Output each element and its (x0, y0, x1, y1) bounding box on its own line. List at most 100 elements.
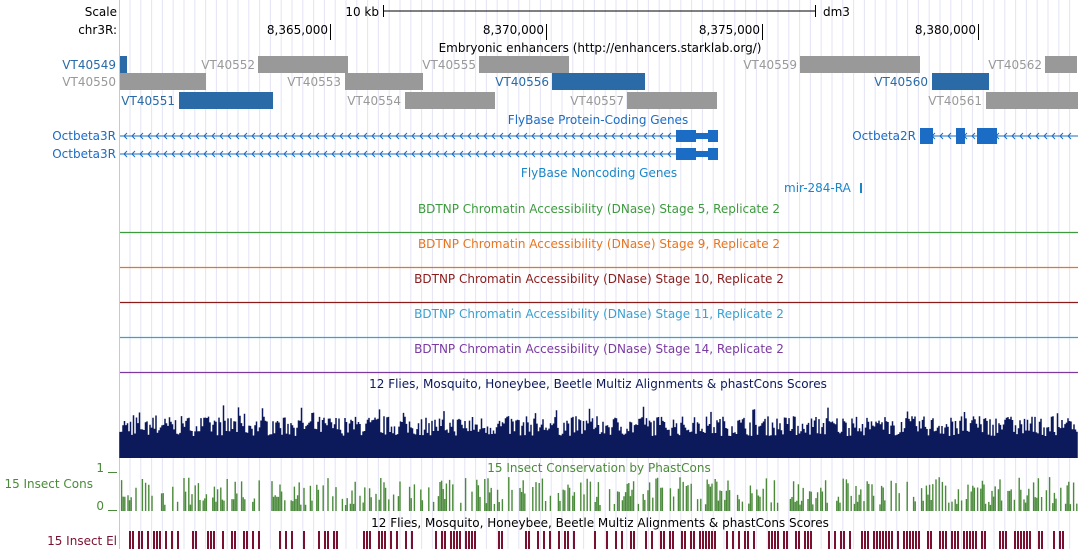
gene-exon (977, 128, 993, 144)
gene-strand-arrow (211, 132, 216, 140)
gene-strand-arrow (435, 150, 440, 158)
gene-strand-arrow (587, 150, 592, 158)
dnase-track-title[interactable]: BDTNP Chromatin Accessibility (DNase) St… (414, 272, 784, 286)
gene-strand-arrow (491, 150, 496, 158)
enhancer-feature[interactable] (258, 56, 348, 73)
gene-strand-arrow (627, 132, 632, 140)
enhancer-label[interactable]: VT40555 (422, 58, 476, 72)
enhancer-label[interactable]: VT40551 (121, 94, 175, 108)
enhancer-feature[interactable] (986, 92, 1078, 109)
gene-utr (696, 133, 708, 139)
gene-strand-arrow (579, 132, 584, 140)
gene-strand-arrow (1067, 132, 1072, 140)
enhancer-features[interactable]: VT40549 VT40550 VT40551 VT40552 VT40553 VT405… (62, 56, 1078, 109)
flybase-noncoding-title[interactable]: FlyBase Noncoding Genes (521, 166, 677, 180)
phastcons-side-label[interactable]: 15 Insect Cons (4, 477, 93, 491)
dnase-track-title[interactable]: BDTNP Chromatin Accessibility (DNase) St… (414, 307, 784, 321)
gene-strand-arrow (171, 132, 176, 140)
enhancer-label[interactable]: VT40552 (201, 58, 255, 72)
gene-strand-arrow (275, 150, 280, 158)
enhancer-label[interactable]: VT40560 (874, 75, 928, 89)
enhancer-label[interactable]: VT40559 (743, 58, 797, 72)
gene-label[interactable]: Octbeta3R (52, 129, 116, 143)
enhancer-label[interactable]: VT40556 (495, 75, 549, 89)
flybase-coding-genes[interactable]: Octbeta3R Octbeta3R Octbeta2R (52, 128, 1078, 161)
enhancer-label[interactable]: VT40553 (287, 75, 341, 89)
gene-strand-arrow (451, 150, 456, 158)
gene-strand-arrow (363, 132, 368, 140)
enhancer-feature[interactable] (800, 56, 920, 73)
elements-side-label[interactable]: 15 Insect El (47, 534, 117, 548)
enhancer-feature[interactable] (120, 56, 127, 73)
enhancer-label[interactable]: VT40554 (347, 94, 401, 108)
elements-track-title[interactable]: 12 Flies, Mosquito, Honeybee, Beetle Mul… (371, 516, 829, 530)
multiz-wiggle[interactable] (119, 405, 1078, 458)
dnase-track-title[interactable]: BDTNP Chromatin Accessibility (DNase) St… (414, 342, 784, 356)
gene-strand-arrow (547, 150, 552, 158)
gene-strand-arrow (179, 150, 184, 158)
gene-strand-arrow (187, 132, 192, 140)
enhancer-feature[interactable] (405, 92, 495, 109)
enhancer-feature[interactable] (627, 92, 717, 109)
gene-strand-arrow (259, 150, 264, 158)
enhancer-feature[interactable] (932, 73, 989, 90)
phastcons-signal[interactable] (120, 477, 1078, 511)
noncoding-gene-label[interactable]: mir-284-RA (784, 181, 852, 195)
gene-strand-arrow (187, 150, 192, 158)
gene-strand-arrow (163, 150, 168, 158)
enhancer-feature[interactable] (479, 56, 569, 73)
gene-utr (696, 151, 708, 157)
gene-strand-arrow (387, 150, 392, 158)
gene-strand-arrow (651, 150, 656, 158)
scale-bar (383, 5, 816, 17)
gene-strand-arrow (435, 132, 440, 140)
gene-strand-arrow (355, 150, 360, 158)
gene-strand-arrow (347, 132, 352, 140)
gene-strand-arrow (171, 150, 176, 158)
gene-strand-arrow (515, 150, 520, 158)
gene-strand-arrow (267, 132, 272, 140)
enhancer-label[interactable]: VT40549 (62, 58, 116, 72)
enhancer-label[interactable]: VT40557 (570, 94, 624, 108)
ruler-label: 8,365,000 (267, 23, 328, 37)
gene-strand-arrow (235, 132, 240, 140)
multiz-signal[interactable] (119, 405, 1078, 458)
gene-strand-arrow (291, 132, 296, 140)
gene-label[interactable]: Octbeta2R (852, 129, 916, 143)
enhancer-label[interactable]: VT40562 (988, 58, 1042, 72)
assembly-label: dm3 (823, 5, 850, 19)
gene-feature[interactable] (120, 148, 718, 160)
phastcons-track-title[interactable]: 15 Insect Conservation by PhastCons (487, 461, 710, 475)
ruler-label: 8,375,000 (699, 23, 760, 37)
gene-feature[interactable] (920, 128, 1078, 144)
gene-strand-arrow (499, 132, 504, 140)
enhancer-label[interactable]: VT40561 (928, 94, 982, 108)
gene-strand-arrow (531, 132, 536, 140)
conserved-elements[interactable] (129, 531, 1064, 549)
enhancer-feature[interactable] (1045, 56, 1077, 73)
gene-strand-arrow (203, 150, 208, 158)
enhancer-feature[interactable] (552, 73, 645, 90)
gene-strand-arrow (1011, 132, 1016, 140)
gene-strand-arrow (179, 132, 184, 140)
noncoding-gene-feature[interactable] (860, 183, 862, 193)
gene-strand-arrow (331, 150, 336, 158)
multiz-track-title[interactable]: 12 Flies, Mosquito, Honeybee, Beetle Mul… (369, 377, 827, 391)
gene-strand-arrow (539, 132, 544, 140)
enhancer-feature[interactable] (179, 92, 273, 109)
flybase-coding-title[interactable]: FlyBase Protein-Coding Genes (508, 113, 688, 127)
dnase-track-title[interactable]: BDTNP Chromatin Accessibility (DNase) St… (418, 202, 780, 216)
gene-feature[interactable] (120, 130, 718, 142)
enhancer-label[interactable]: VT40550 (62, 75, 116, 89)
dnase-track-title[interactable]: BDTNP Chromatin Accessibility (DNase) St… (418, 237, 780, 251)
gene-label[interactable]: Octbeta3R (52, 147, 116, 161)
enhancers-track-title[interactable]: Embryonic enhancers (http://enhancers.st… (439, 41, 762, 55)
gene-strand-arrow (459, 132, 464, 140)
gene-strand-arrow (451, 132, 456, 140)
enhancer-feature[interactable] (345, 73, 423, 90)
gene-strand-arrow (427, 150, 432, 158)
phastcons-wiggle[interactable] (120, 477, 1078, 511)
elements-features[interactable] (129, 531, 1064, 549)
enhancer-feature[interactable] (120, 73, 206, 90)
